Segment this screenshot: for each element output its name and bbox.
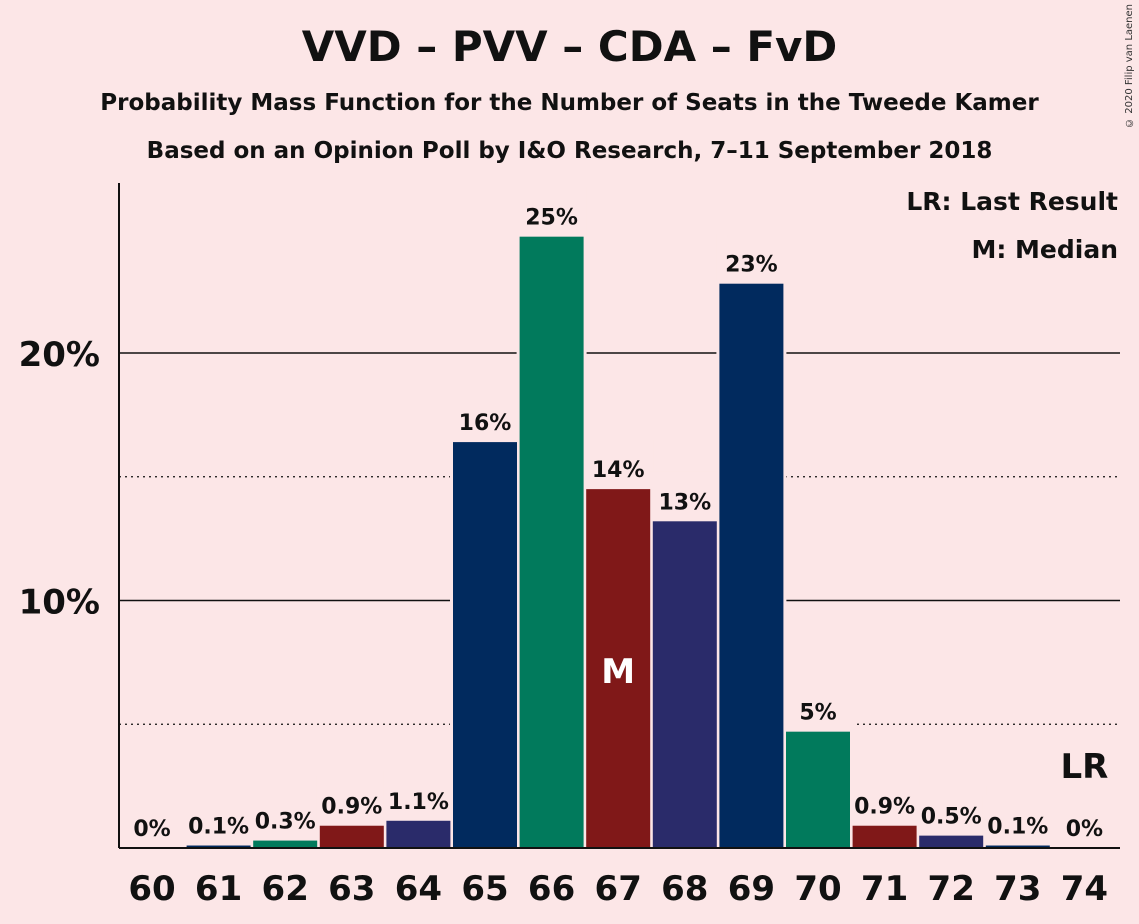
axes: 10% 20% 60 61 62 63 64 65 66 67 68 69 70 71 72 73 74: [19, 183, 1120, 909]
x-tick-label: 71: [861, 869, 908, 909]
x-tick-label: 61: [195, 869, 242, 909]
x-tick-label: 74: [1061, 869, 1108, 909]
x-tick-label: 66: [528, 869, 575, 909]
x-tick-label: 67: [595, 869, 642, 909]
bar-seat-73: [985, 845, 1050, 848]
bar-seat-65: [453, 442, 517, 848]
data-label: 5%: [799, 701, 836, 726]
x-tick-label: 70: [794, 869, 841, 909]
data-label: 0.9%: [321, 795, 382, 820]
bar-seat-72: [919, 835, 984, 848]
bar-gap: [250, 790, 321, 848]
chart-title: VVD – PVV – CDA – FvD: [301, 22, 838, 71]
bar-seat-62: [253, 840, 318, 848]
data-label: 0.9%: [854, 795, 915, 820]
bar-gap: [982, 795, 1053, 848]
x-tick-label: 60: [128, 869, 175, 909]
data-label: 1.1%: [388, 790, 449, 815]
x-tick-label: 65: [461, 869, 508, 909]
y-tick-label: 20%: [19, 335, 100, 375]
data-label: 13%: [658, 490, 711, 515]
bar-gap: [183, 795, 254, 848]
data-label: 0%: [133, 817, 170, 842]
data-label: 0.1%: [987, 815, 1048, 840]
x-tick-label: 62: [262, 869, 309, 909]
legend-median: M: Median: [971, 235, 1118, 264]
last-result-marker: LR: [1060, 747, 1108, 787]
bar-seat-71: [852, 825, 917, 848]
chart-subtitle-1: Probability Mass Function for the Number…: [100, 90, 1039, 116]
legend-last-result: LR: Last Result: [906, 187, 1118, 216]
bar-seat-67: [586, 489, 651, 848]
data-label: 14%: [592, 458, 645, 483]
data-label: 0%: [1066, 817, 1103, 842]
data-label: 16%: [459, 411, 512, 436]
median-marker: M: [601, 652, 635, 692]
bar-seat-63: [319, 825, 384, 848]
data-label: 25%: [525, 206, 578, 231]
x-tick-label: 63: [328, 869, 375, 909]
bar-seat-64: [386, 820, 451, 848]
bar-seat-70: [786, 731, 850, 848]
bar-seat-66: [519, 236, 584, 849]
data-label: 0.1%: [188, 815, 249, 840]
x-tick-label: 72: [928, 869, 975, 909]
x-tick-label: 69: [728, 869, 775, 909]
x-tick-label: 73: [994, 869, 1041, 909]
data-label: 0.5%: [921, 805, 982, 830]
bar-seat-68: [652, 521, 717, 848]
x-tick-label: 68: [661, 869, 708, 909]
data-label: 0.3%: [255, 810, 316, 835]
bar-seat-61: [186, 845, 251, 848]
bar-seat-69: [719, 283, 784, 848]
data-label: 23%: [725, 253, 778, 278]
bars: 0% 0.1% 0.3%0.9% 1.1%16%25%14%13%23%5%0.9% 0…: [133, 186, 1108, 849]
x-tick-label: 64: [395, 869, 442, 909]
chart-subtitle-2: Based on an Opinion Poll by I&O Research…: [146, 138, 993, 164]
y-tick-label: 10%: [19, 583, 100, 623]
